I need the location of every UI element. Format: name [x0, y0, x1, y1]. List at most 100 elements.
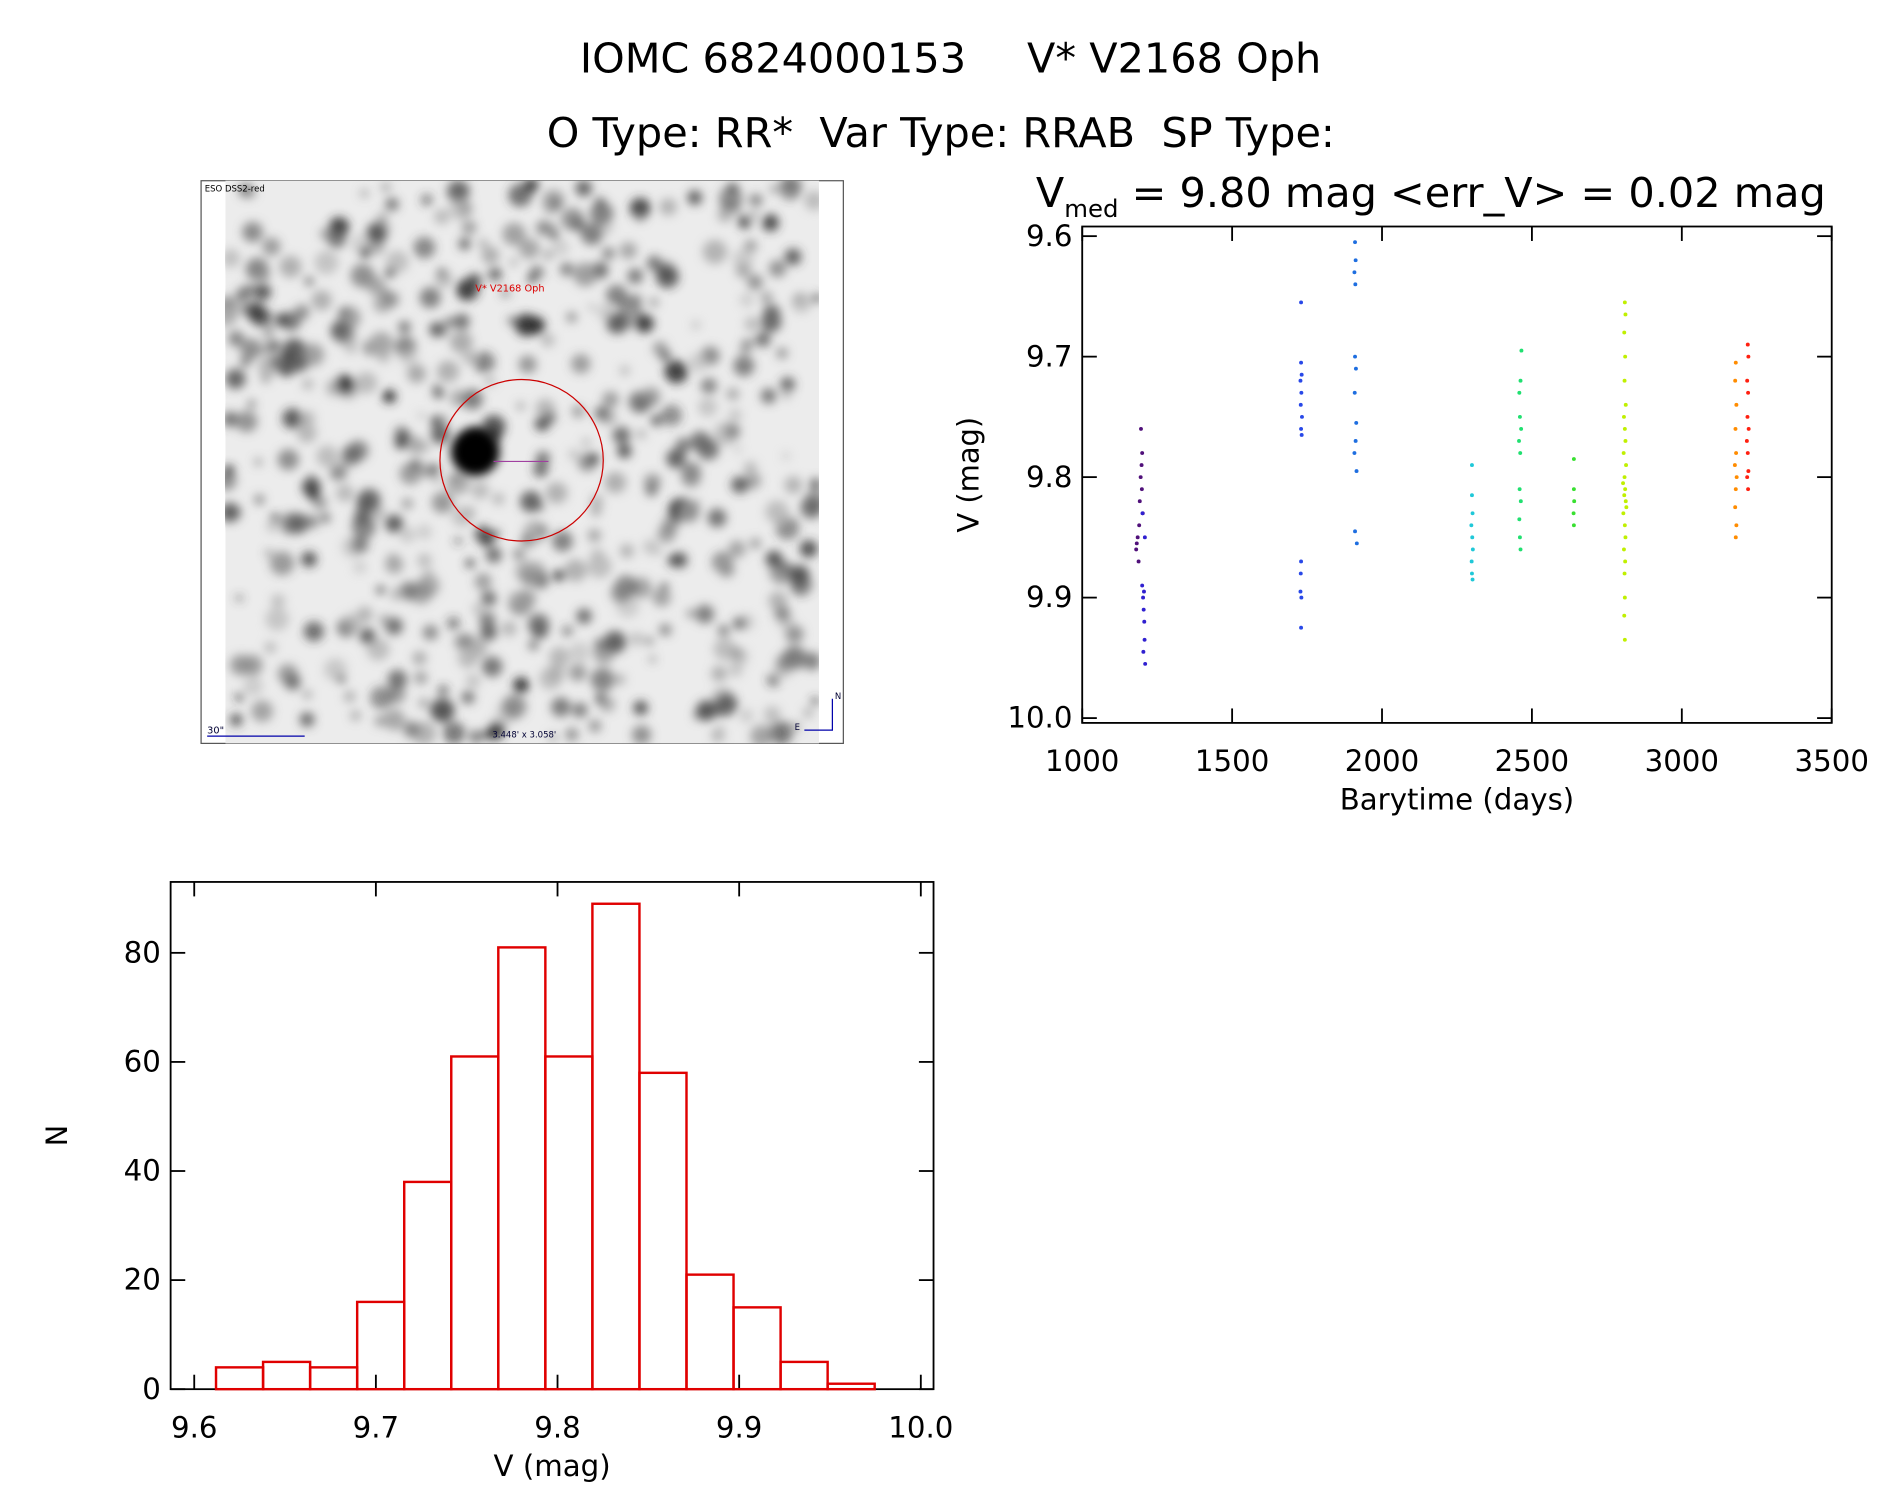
hist-bar	[355, 1300, 406, 1391]
data-point	[1518, 547, 1523, 552]
sky-blob	[260, 373, 271, 384]
sky-blob	[419, 287, 441, 309]
sky-blob	[366, 638, 390, 661]
sky-blob	[716, 724, 725, 733]
data-point	[1571, 511, 1576, 516]
data-point	[1137, 499, 1142, 504]
sky-blob	[576, 608, 592, 624]
sky-blob	[513, 677, 530, 693]
sky-blob	[718, 561, 735, 578]
data-point	[1517, 487, 1522, 492]
title-line-2: O Type: RR* Var Type: RRAB SP Type:	[547, 109, 1335, 157]
sky-blob	[635, 314, 654, 333]
sky-blob	[587, 303, 596, 312]
hist-bar	[450, 1055, 500, 1391]
target-label: V* V2168 Oph	[475, 284, 544, 295]
sky-blob	[749, 193, 763, 207]
data-point	[1733, 505, 1738, 510]
data-point	[1299, 390, 1304, 395]
sky-blob	[627, 268, 644, 284]
sky-blob	[566, 312, 577, 323]
sky-blob	[480, 623, 498, 641]
sky-blob	[414, 671, 428, 685]
data-point	[1470, 493, 1474, 498]
sky-blob	[380, 182, 391, 192]
hist-bar	[779, 1360, 829, 1391]
data-point	[1298, 571, 1303, 576]
sky-blob	[737, 215, 752, 229]
sky-blob	[325, 379, 343, 396]
data-point	[1299, 360, 1304, 365]
sky-blob	[242, 221, 264, 243]
data-point	[1745, 475, 1750, 480]
sky-blob	[559, 262, 574, 277]
sky-blob	[302, 378, 314, 390]
data-point	[1623, 354, 1628, 359]
sky-blob	[449, 197, 472, 221]
sky-blob	[728, 540, 746, 558]
sky-blob	[370, 686, 394, 710]
sky-blob	[590, 505, 602, 517]
sky-blob	[589, 201, 614, 225]
y-tick-label: 0	[142, 1372, 161, 1406]
sky-blob	[660, 404, 682, 426]
data-point	[1622, 475, 1627, 480]
sky-blob	[532, 461, 549, 478]
sky-blob	[636, 429, 646, 439]
sky-blob	[336, 326, 357, 347]
data-point	[1140, 451, 1145, 455]
sky-blob	[437, 685, 449, 696]
sky-blob	[765, 500, 789, 524]
north-label: N	[835, 691, 841, 701]
sky-blob	[240, 305, 249, 314]
sky-blob	[791, 292, 812, 313]
sky-blob	[552, 239, 570, 257]
sky-blob	[376, 212, 389, 224]
data-point	[1135, 535, 1140, 540]
sky-blob	[760, 388, 777, 404]
sky-blob	[254, 494, 265, 505]
sky-blob	[458, 237, 471, 250]
sky-blob	[431, 491, 454, 514]
sky-blob	[629, 197, 651, 219]
sky-blob	[785, 625, 804, 644]
data-point	[1298, 378, 1303, 383]
sky-blob	[262, 237, 281, 256]
hist-bar	[544, 1055, 594, 1391]
sky-blob	[385, 514, 404, 533]
sky-blob	[811, 293, 819, 303]
sky-blob	[243, 186, 256, 199]
sky-blob	[518, 238, 540, 259]
data-point	[1622, 493, 1627, 498]
sky-blob	[385, 250, 409, 274]
sky-blob	[500, 288, 511, 298]
sky-blob	[727, 182, 739, 194]
sky-blob	[802, 652, 819, 671]
sky-blob	[501, 621, 517, 637]
sky-blob	[652, 588, 671, 607]
sky-blob	[799, 540, 818, 558]
sky-blob	[602, 247, 615, 260]
sky-blob	[399, 581, 419, 601]
sky-blob	[763, 706, 781, 723]
data-point	[1746, 390, 1751, 395]
hist-bar	[261, 1360, 312, 1391]
sky-blob	[728, 408, 742, 422]
sky-blob	[294, 304, 310, 320]
sky-blob	[755, 331, 771, 347]
sky-blob	[434, 270, 453, 288]
data-point	[1733, 487, 1738, 492]
data-point	[1353, 529, 1357, 534]
sky-blob	[432, 387, 445, 399]
data-point	[1746, 426, 1751, 431]
sky-blob	[403, 721, 421, 738]
data-point	[1745, 414, 1750, 419]
sky-blob	[241, 654, 263, 676]
data-point	[1469, 523, 1474, 528]
sky-blob	[526, 316, 546, 335]
x-tick-label: 1000	[1045, 744, 1119, 778]
sky-blob	[478, 238, 489, 249]
data-point	[1353, 354, 1357, 359]
sky-blob	[311, 290, 332, 311]
sky-blob	[251, 307, 272, 328]
